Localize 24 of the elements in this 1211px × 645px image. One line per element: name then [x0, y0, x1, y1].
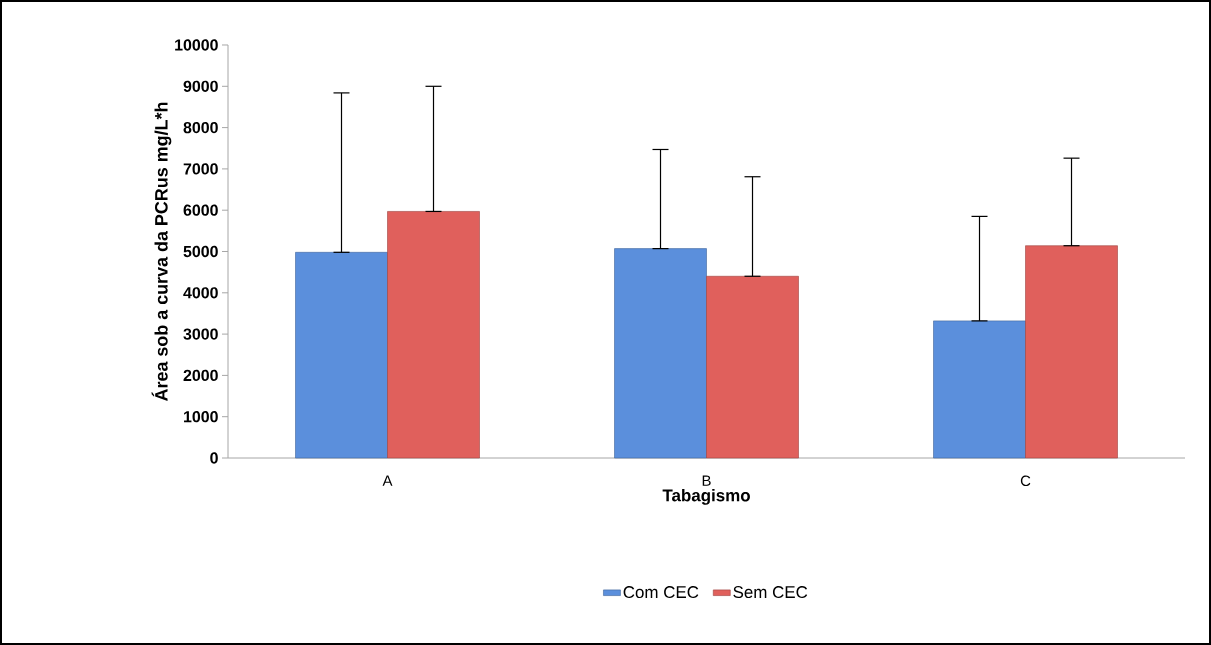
bar	[706, 275, 799, 459]
y-tick-label: 7000	[183, 163, 218, 175]
y-tick-label: 10000	[175, 39, 218, 51]
y-tick-label: 1000	[184, 411, 218, 423]
y-tick-label: 2000	[183, 369, 218, 382]
y-axis-title: Área sob a curva da PCRus mg/L*h	[151, 102, 172, 402]
bar	[387, 211, 480, 459]
y-tick-label: 8000	[183, 121, 218, 134]
bar	[614, 248, 707, 459]
y-tick-label: 4000	[183, 287, 218, 299]
y-tick-label: 0	[210, 452, 218, 464]
x-tick-label: C	[1020, 475, 1031, 487]
x-axis-title: Tabagismo	[662, 488, 750, 505]
y-tick-label: 3000	[183, 328, 218, 340]
x-tick-label: B	[702, 475, 711, 486]
bar	[295, 252, 388, 459]
y-tick-label: 6000	[183, 204, 218, 216]
bar	[933, 320, 1026, 459]
y-tick-label: 5000	[183, 245, 218, 258]
y-tick-label: 9000	[183, 80, 218, 92]
legend-label: Sem CEC	[733, 586, 808, 599]
bar	[1025, 245, 1118, 459]
legend-label: Com CEC	[623, 586, 699, 599]
x-tick-label: A	[382, 475, 393, 486]
